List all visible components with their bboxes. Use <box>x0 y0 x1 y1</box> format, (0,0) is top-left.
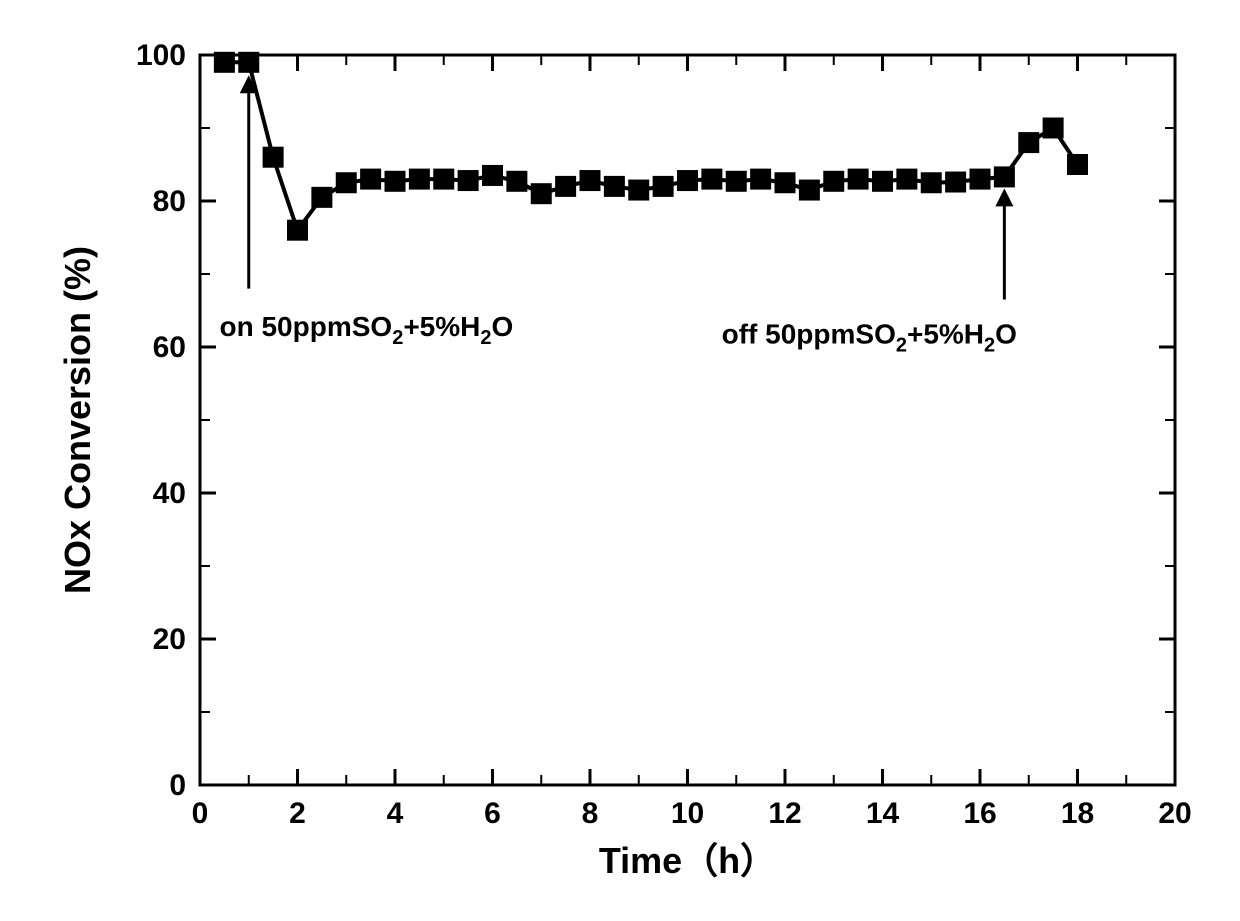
x-tick-label: 20 <box>1158 797 1191 830</box>
data-marker <box>629 180 649 200</box>
x-tick-label: 8 <box>582 797 599 830</box>
x-tick-label: 18 <box>1061 797 1094 830</box>
data-marker <box>946 172 966 192</box>
data-marker <box>434 169 454 189</box>
y-tick-label: 100 <box>136 39 186 72</box>
data-marker <box>336 173 356 193</box>
y-tick-label: 60 <box>153 331 186 364</box>
data-marker <box>994 167 1014 187</box>
data-marker <box>556 176 576 196</box>
chart-container: 0 2 4 6 8 10 12 14 16 18 20 Time（h） 0 20 40 60 80 100 NOx … <box>0 0 1240 921</box>
annotation-text-on: on 50ppmSO2+5%H2O <box>220 311 514 349</box>
data-marker <box>702 169 722 189</box>
y-tick-label: 80 <box>153 185 186 218</box>
x-tick-label: 6 <box>484 797 501 830</box>
data-marker <box>824 171 844 191</box>
y-axis-title: NOx Conversion (%) <box>57 246 98 594</box>
data-marker <box>458 171 478 191</box>
data-marker <box>726 171 746 191</box>
data-marker <box>653 176 673 196</box>
data-marker <box>751 169 771 189</box>
data-marker <box>312 187 332 207</box>
data-marker <box>921 173 941 193</box>
data-marker <box>1043 118 1063 138</box>
y-tick-label: 0 <box>169 769 186 802</box>
y-tick-label: 20 <box>153 623 186 656</box>
data-marker <box>678 171 698 191</box>
y-tick-label: 40 <box>153 477 186 510</box>
annotation-text-off: off 50ppmSO2+5%H2O <box>722 318 1017 356</box>
data-series-markers <box>214 52 1087 240</box>
data-marker <box>1019 133 1039 153</box>
x-tick-label: 2 <box>289 797 306 830</box>
data-series-line <box>224 62 1077 230</box>
x-tick-label: 4 <box>387 797 404 830</box>
data-marker <box>580 171 600 191</box>
data-marker <box>873 171 893 191</box>
data-marker <box>799 180 819 200</box>
data-marker <box>531 184 551 204</box>
data-marker <box>897 169 917 189</box>
data-marker <box>239 52 259 72</box>
data-marker <box>263 147 283 167</box>
data-marker <box>775 173 795 193</box>
data-marker <box>214 52 234 72</box>
data-marker <box>483 165 503 185</box>
data-marker <box>507 171 527 191</box>
nox-conversion-chart: 0 2 4 6 8 10 12 14 16 18 20 Time（h） 0 20 40 60 80 100 NOx … <box>0 0 1240 921</box>
plot-frame <box>200 55 1175 785</box>
data-marker <box>385 171 405 191</box>
data-marker <box>1068 155 1088 175</box>
data-marker <box>288 220 308 240</box>
data-marker <box>848 169 868 189</box>
data-marker <box>409 169 429 189</box>
x-tick-label: 16 <box>963 797 996 830</box>
data-marker <box>970 169 990 189</box>
x-tick-label: 10 <box>671 797 704 830</box>
x-tick-label: 14 <box>866 797 900 830</box>
x-tick-label: 12 <box>768 797 801 830</box>
data-marker <box>361 169 381 189</box>
data-marker <box>604 176 624 196</box>
x-tick-label: 0 <box>192 797 209 830</box>
x-axis-title: Time（h） <box>599 840 776 881</box>
